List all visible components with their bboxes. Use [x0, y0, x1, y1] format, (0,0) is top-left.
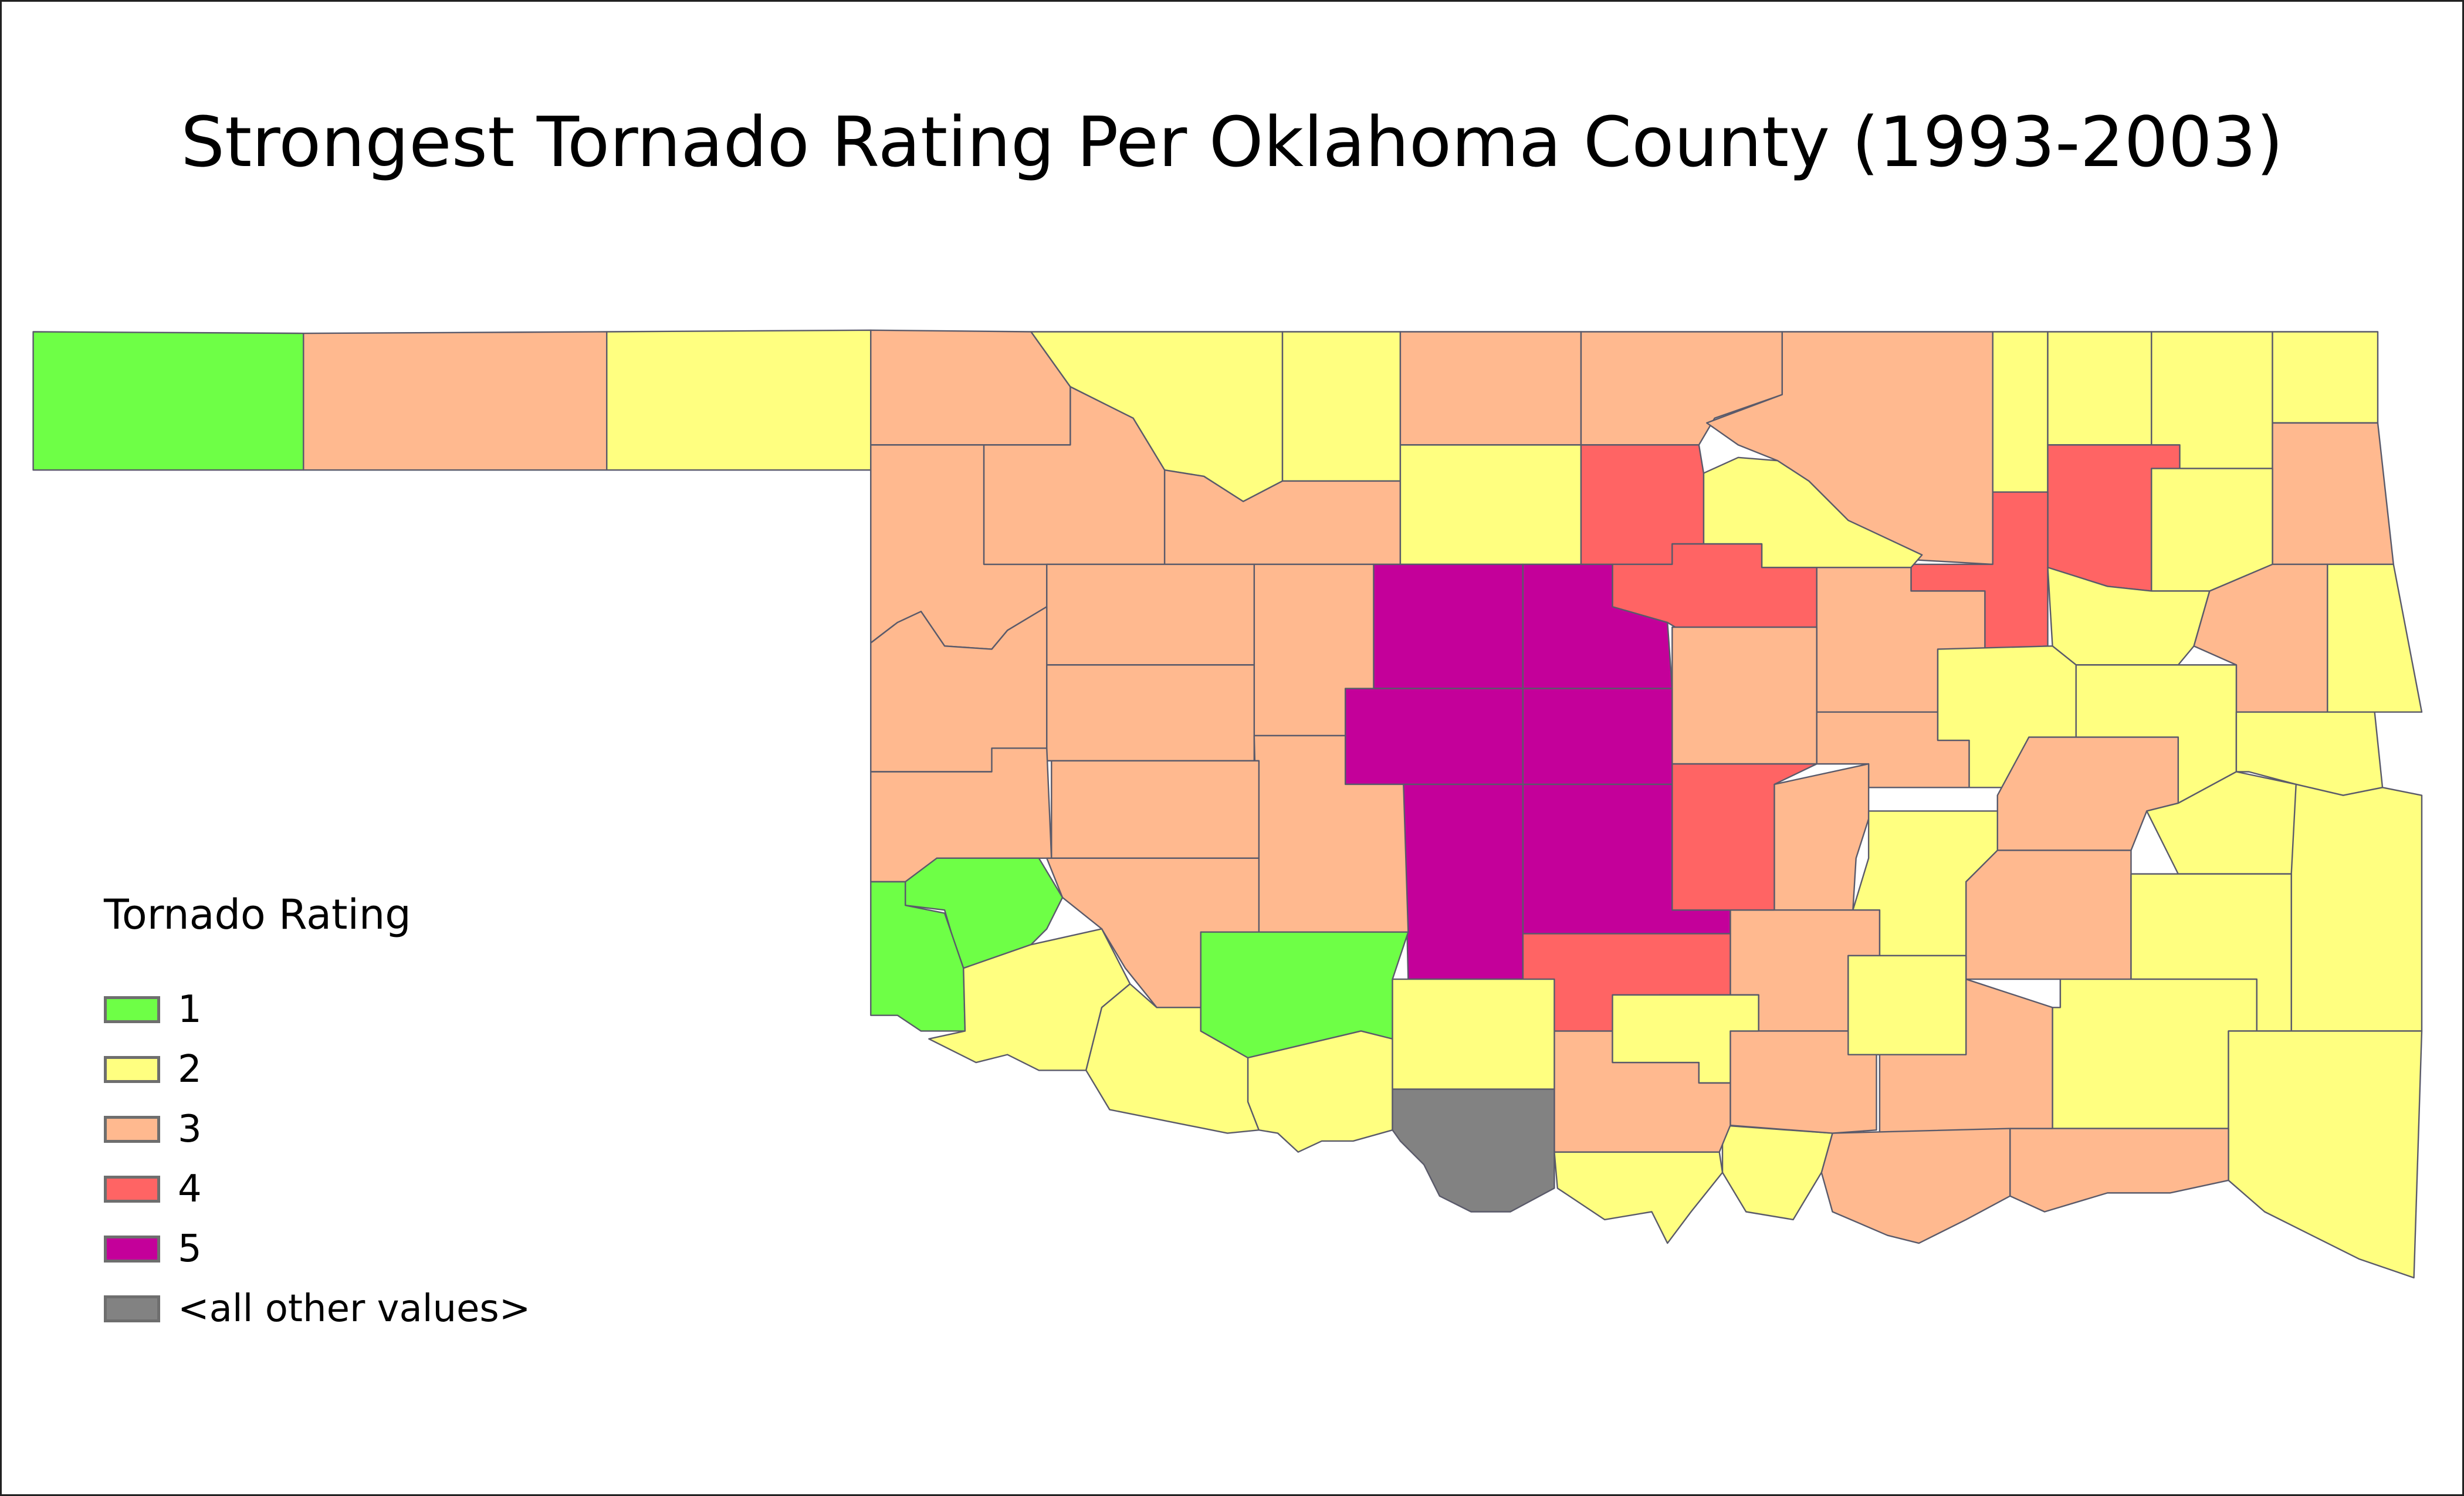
- county-rating-2: [1721, 1124, 1833, 1221]
- county-rating-2: [2228, 1030, 2423, 1279]
- legend-label: <all other values>: [178, 1287, 531, 1331]
- county-rating-2: [2272, 331, 2379, 424]
- legend-item-5: 5: [104, 1219, 530, 1279]
- county-rating-3: [1671, 626, 1817, 765]
- county-rating-2: [606, 329, 872, 471]
- county-rating-3: [303, 331, 608, 471]
- county-rating-2: [928, 928, 1131, 1071]
- county-rating-2: [1847, 955, 1967, 1055]
- county-rating-2: [2052, 978, 2257, 1129]
- county-rating-3: [1820, 1128, 2011, 1244]
- legend-swatch: [104, 1295, 160, 1322]
- legend-swatch: [104, 1116, 160, 1143]
- legend-label: 4: [178, 1167, 202, 1211]
- legend-swatch: [104, 1176, 160, 1203]
- county-rating-5: [1344, 688, 1524, 786]
- county-rating-3: [1051, 760, 1260, 859]
- county-rating-3: [1046, 563, 1255, 666]
- legend-swatch: [104, 1236, 160, 1263]
- legend-label: 3: [178, 1108, 202, 1151]
- county-rating-3: [2272, 422, 2394, 566]
- county-rating-5: [1373, 563, 1524, 689]
- legend-label: 5: [178, 1227, 202, 1271]
- county-rating-2: [1992, 331, 2049, 493]
- county-rating-2: [1392, 978, 1555, 1090]
- county-rating-3: [2009, 1128, 2229, 1213]
- legend-label: 1: [178, 988, 202, 1031]
- county-rating-2: [2290, 783, 2423, 1032]
- county-rating-3: [870, 329, 1071, 446]
- legend-title: Tornado Rating: [104, 891, 411, 939]
- legend-swatch: [104, 1056, 160, 1083]
- county-rating-undefined: [1392, 1088, 1555, 1213]
- county-rating-1: [32, 331, 304, 471]
- county-rating-2: [1399, 444, 1582, 566]
- legend: Tornado Rating 1 2 3 4 5 <all other valu…: [104, 891, 530, 1339]
- county-rating-2: [2327, 563, 2423, 713]
- legend-swatch: [104, 996, 160, 1023]
- county-rating-2: [1612, 994, 1759, 1084]
- county-rating-2: [1247, 1030, 1393, 1153]
- county-rating-3: [1163, 469, 1402, 566]
- county-rating-3: [1399, 331, 1582, 446]
- county-rating-2: [1281, 331, 1402, 482]
- county-rating-2: [1553, 1151, 1724, 1244]
- map-title: Strongest Tornado Rating Per Oklahoma Co…: [181, 101, 2283, 182]
- county-rating-2: [2047, 331, 2152, 446]
- legend-item-4: 4: [104, 1159, 530, 1219]
- legend-item-3: 3: [104, 1099, 530, 1159]
- county-rating-5: [1522, 688, 1673, 786]
- legend-item-1: 1: [104, 980, 530, 1040]
- legend-item-2: 2: [104, 1040, 530, 1099]
- legend-item-other: <all other values>: [104, 1279, 530, 1339]
- county-rating-3: [1996, 736, 2179, 851]
- county-rating-5: [1403, 783, 1524, 980]
- legend-label: 2: [178, 1048, 202, 1091]
- county-rating-3: [1773, 763, 1870, 911]
- county-rating-3: [983, 386, 1166, 566]
- county-rating-3: [1046, 664, 1255, 761]
